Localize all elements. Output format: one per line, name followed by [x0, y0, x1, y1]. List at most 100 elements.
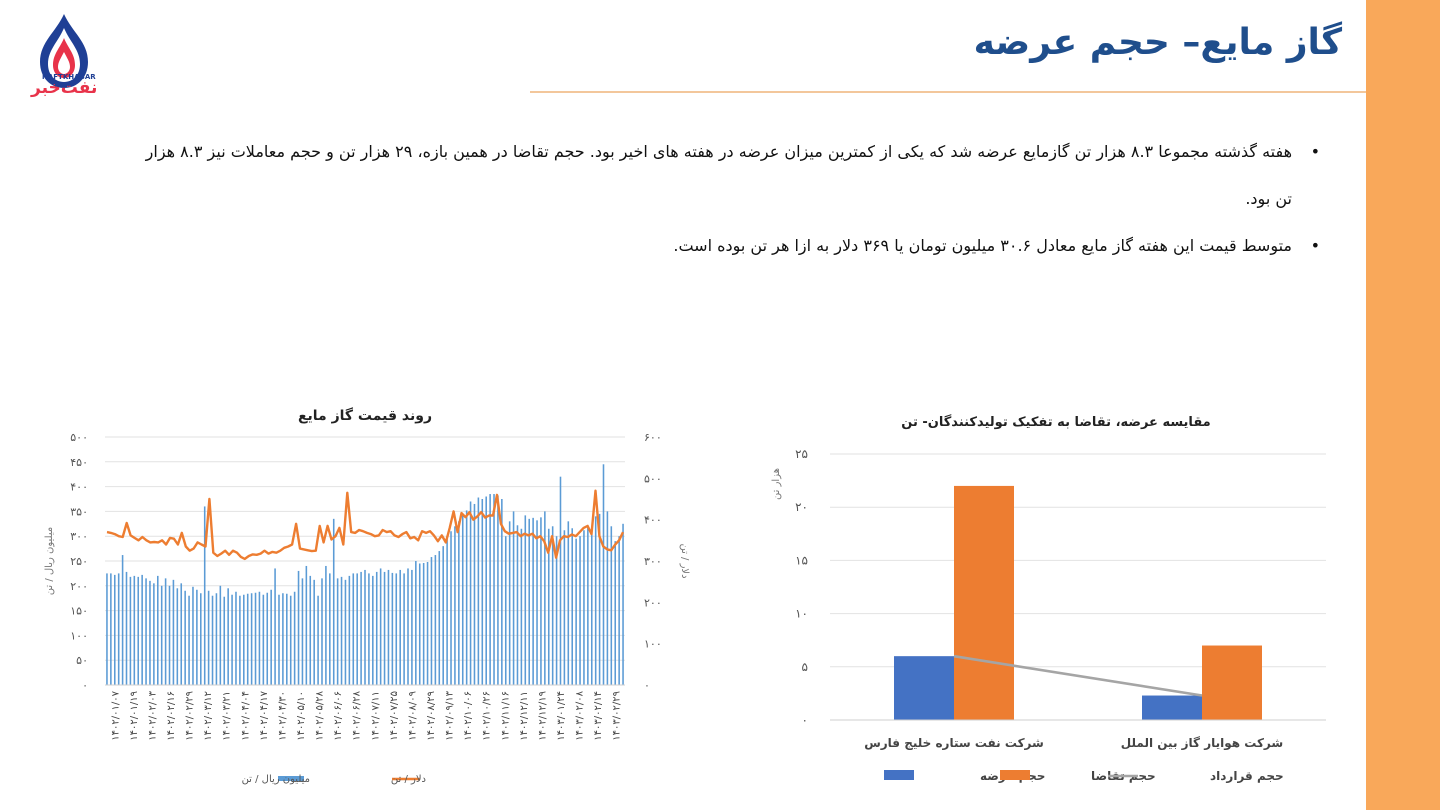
price-bar: [524, 515, 527, 685]
price-bar: [157, 575, 159, 685]
price-bar: [286, 593, 288, 685]
price-bar: [348, 575, 351, 685]
price-bar: [203, 506, 206, 685]
price-bar: [200, 593, 202, 685]
price-bar: [551, 526, 554, 685]
price-bar: [407, 568, 409, 685]
chart-title: روند قیمت گاز مایع: [298, 407, 432, 424]
x-tick-label: ۱۴۰۲/۰۸/۲۹: [426, 691, 437, 741]
price-bar: [387, 569, 390, 685]
price-bar: [465, 510, 468, 685]
price-bar: [454, 526, 456, 685]
price-bar: [121, 555, 124, 685]
price-bar: [196, 589, 198, 685]
x-tick-label: ۱۴۰۲/۰۹/۱۳: [445, 690, 456, 740]
legend-swatch-demand: [1000, 770, 1030, 780]
supply-demand-chart: مقایسه عرضه، تقاضا به تفکیک تولیدکنندگان…: [760, 404, 1350, 804]
x-tick-label: ۱۴۰۳/۰۲/۰۸: [575, 690, 586, 740]
price-bar: [375, 571, 378, 685]
price-bar: [559, 476, 562, 685]
price-bar: [501, 499, 503, 685]
price-bar: [536, 520, 538, 685]
price-bar: [430, 557, 433, 685]
price-bar: [473, 503, 476, 685]
price-bar: [590, 533, 593, 685]
price-bar: [176, 588, 179, 685]
x-tick-label: ۱۴۰۲/۱۲/۱۹: [537, 691, 548, 741]
x-tick-label: ۱۴۰۲/۰۱/۰۷: [110, 690, 121, 740]
legend-swatch-supply: [884, 770, 914, 780]
price-bar: [332, 518, 335, 685]
price-bar: [266, 592, 269, 685]
price-bar: [168, 585, 171, 685]
price-bar: [403, 573, 405, 685]
price-bar: [528, 518, 530, 685]
price-bar: [184, 590, 186, 685]
y-tick-label-left: ۱۰۰: [70, 629, 88, 642]
y-tick-label-left: ۳۰۰: [70, 530, 88, 543]
y-tick-label-left: ۴۵۰: [70, 456, 88, 469]
price-bar: [356, 573, 358, 685]
price-bar: [567, 521, 570, 685]
price-bar: [145, 578, 147, 685]
price-bar: [282, 593, 284, 685]
x-tick-label: ۱۴۰۳/۰۱/۲۴: [556, 691, 567, 741]
y-tick-label: ۱۰: [795, 607, 808, 621]
contract-line: [953, 654, 1203, 697]
price-bar: [137, 576, 140, 685]
price-bar: [442, 546, 444, 685]
price-bar: [153, 583, 155, 685]
price-bar: [340, 576, 343, 685]
y-tick-label-right: ۰: [644, 679, 650, 692]
y-axis-label: هزار تن: [771, 468, 782, 500]
usd-price-line: [106, 489, 625, 561]
x-tick-label: ۱۴۰۲/۰۳/۲۱: [222, 691, 233, 741]
price-bar: [254, 592, 257, 685]
price-bar: [399, 569, 401, 685]
price-bar: [207, 590, 210, 685]
price-bar: [317, 595, 319, 685]
naftkhabar-logo: [26, 12, 106, 104]
price-bar: [258, 591, 261, 685]
price-bar: [274, 568, 276, 685]
price-bar: [575, 538, 577, 685]
y-tick-label-left: ۴۰۰: [70, 481, 88, 494]
price-bar: [270, 589, 272, 685]
price-bar: [364, 569, 366, 685]
x-tick-label: ۱۴۰۲/۰۶/۰۶: [333, 691, 344, 741]
x-tick-label: ۱۴۰۳/۰۲/۱۴: [593, 691, 604, 741]
price-bar: [180, 583, 183, 685]
x-tick-label: ۱۴۰۲/۰۲/۰۳: [147, 690, 158, 740]
page-title: گاز مایع– حجم عرضه: [973, 22, 1342, 63]
price-bar: [606, 511, 609, 685]
price-bar: [160, 585, 163, 685]
x-tick-label: ۱۴۰۲/۰۵/۲۸: [315, 690, 326, 740]
price-bar: [622, 523, 624, 685]
price-bar: [383, 571, 386, 685]
price-bar: [485, 496, 487, 685]
price-bar: [336, 578, 339, 685]
price-bar: [149, 580, 151, 685]
price-bar: [450, 531, 452, 685]
price-bar: [188, 595, 190, 685]
price-bar: [372, 575, 374, 685]
category-label: شرکت هوایار گاز بین الملل: [1121, 736, 1283, 751]
x-tick-label: ۱۴۰۲/۰۵/۱۰: [296, 691, 307, 741]
price-bar: [481, 499, 484, 685]
price-bar: [516, 525, 519, 685]
demand-bar: [1202, 645, 1262, 720]
y-axis-label-right: دلار / تن: [679, 543, 690, 578]
accent-side-band: [1366, 0, 1440, 810]
y-tick-label-left: ۱۵۰: [70, 605, 88, 618]
supply-bar: [1142, 695, 1202, 720]
price-bar: [563, 530, 566, 685]
x-tick-label: ۱۴۰۲/۰۸/۰۹: [407, 691, 418, 741]
price-bar: [106, 573, 108, 685]
price-bar: [192, 586, 194, 685]
category-label: شرکت نفت ستاره خلیج فارس: [864, 736, 1044, 750]
price-bar: [215, 593, 218, 685]
price-bar: [235, 591, 237, 685]
y-tick-label-right: ۵۰۰: [644, 472, 662, 485]
price-bar: [239, 595, 241, 685]
price-bar: [391, 572, 394, 685]
